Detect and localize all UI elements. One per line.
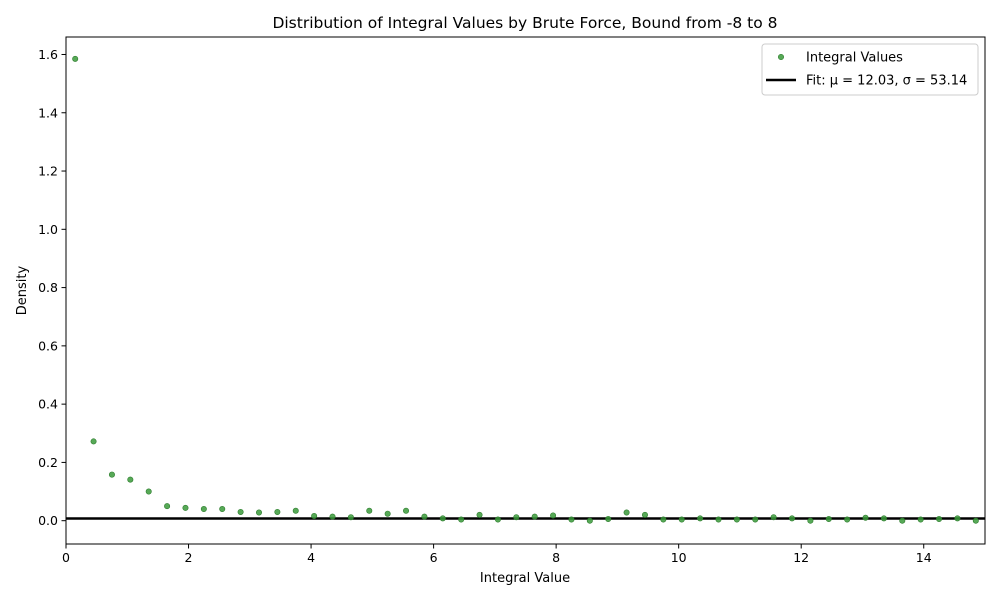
scatter-point: [733, 516, 740, 523]
scatter-point: [954, 515, 961, 522]
scatter-point: [255, 509, 262, 516]
scatter-point: [237, 508, 244, 515]
y-tick-label: 0.2: [38, 455, 58, 470]
y-tick-label: 0.0: [38, 513, 58, 528]
scatter-point: [476, 511, 483, 518]
x-tick-label: 4: [307, 550, 315, 565]
scatter-point: [421, 513, 428, 520]
legend: Integral Values Fit: μ = 12.03, σ = 53.1…: [761, 43, 979, 96]
scatter-point: [697, 515, 704, 522]
scatter-point: [660, 516, 667, 523]
scatter-point: [458, 516, 465, 523]
scatter-point: [494, 516, 501, 523]
chart-title: Distribution of Integral Values by Brute…: [272, 14, 777, 32]
scatter-point: [899, 517, 906, 524]
scatter-point: [311, 513, 318, 520]
scatter-point: [605, 515, 612, 522]
scatter-point: [936, 515, 943, 522]
x-tick-label: 10: [671, 550, 687, 565]
scatter-point: [366, 507, 373, 514]
plot-frame: [65, 36, 986, 545]
y-tick-label: 1.0: [38, 222, 58, 237]
scatter-point: [844, 516, 851, 523]
scatter-point: [164, 503, 171, 510]
x-axis-label: Integral Value: [480, 571, 570, 586]
y-tick-label: 1.4: [38, 105, 58, 120]
scatter-point: [145, 488, 152, 495]
scatter-point: [807, 517, 814, 524]
scatter-point: [917, 516, 924, 523]
y-tick-label: 0.8: [38, 280, 58, 295]
scatter-point: [880, 515, 887, 522]
scatter-point: [641, 511, 648, 518]
scatter-point: [384, 510, 391, 517]
x-tick-label: 0: [62, 550, 70, 565]
scatter-point: [789, 515, 796, 522]
scatter-point: [752, 516, 759, 523]
scatter-point: [513, 514, 520, 521]
y-tick-label: 0.4: [38, 397, 58, 412]
scatter-point: [862, 514, 869, 521]
scatter-point: [825, 515, 832, 522]
legend-marker-integral-values: [777, 53, 784, 60]
scatter-point: [182, 504, 189, 511]
scatter-point: [403, 507, 410, 514]
scatter-point: [274, 508, 281, 515]
scatter-point: [90, 438, 97, 445]
scatter-point: [108, 471, 115, 478]
scatter-point: [972, 517, 979, 524]
scatter-point: [678, 516, 685, 523]
scatter-point: [127, 476, 134, 483]
x-tick-label: 6: [430, 550, 438, 565]
scatter-point: [531, 513, 538, 520]
scatter-point: [72, 55, 79, 62]
scatter-point: [292, 507, 299, 514]
scatter-points-layer: [72, 55, 979, 524]
y-tick-label: 0.6: [38, 338, 58, 353]
scatter-point: [439, 515, 446, 522]
x-tick-label: 8: [552, 550, 560, 565]
legend-label-fit: Fit: μ = 12.03, σ = 53.14: [806, 74, 967, 89]
scatter-point: [623, 509, 630, 516]
scatter-point: [550, 512, 557, 519]
x-tick-label: 12: [793, 550, 809, 565]
legend-box: [761, 43, 979, 96]
scatter-point: [347, 514, 354, 521]
x-tick-label: 2: [185, 550, 193, 565]
x-tick-label: 14: [916, 550, 932, 565]
plot-area: [65, 36, 986, 545]
scatter-point: [770, 514, 777, 521]
y-axis-ticks: 0.0 0.2 0.4 0.6 0.8 1.0 1.2 1.4 1.6: [38, 47, 66, 528]
scatter-point: [586, 517, 593, 524]
legend-label-integral-values: Integral Values: [806, 51, 903, 66]
x-axis-ticks: 0 2 4 6 8 10 12 14: [62, 544, 932, 565]
y-tick-label: 1.6: [38, 47, 58, 62]
y-tick-label: 1.2: [38, 164, 58, 179]
scatter-point: [200, 506, 207, 513]
scatter-point: [715, 516, 722, 523]
scatter-point: [329, 513, 336, 520]
scatter-point: [568, 516, 575, 523]
scatter-point: [219, 506, 226, 513]
y-axis-label: Density: [15, 265, 30, 315]
